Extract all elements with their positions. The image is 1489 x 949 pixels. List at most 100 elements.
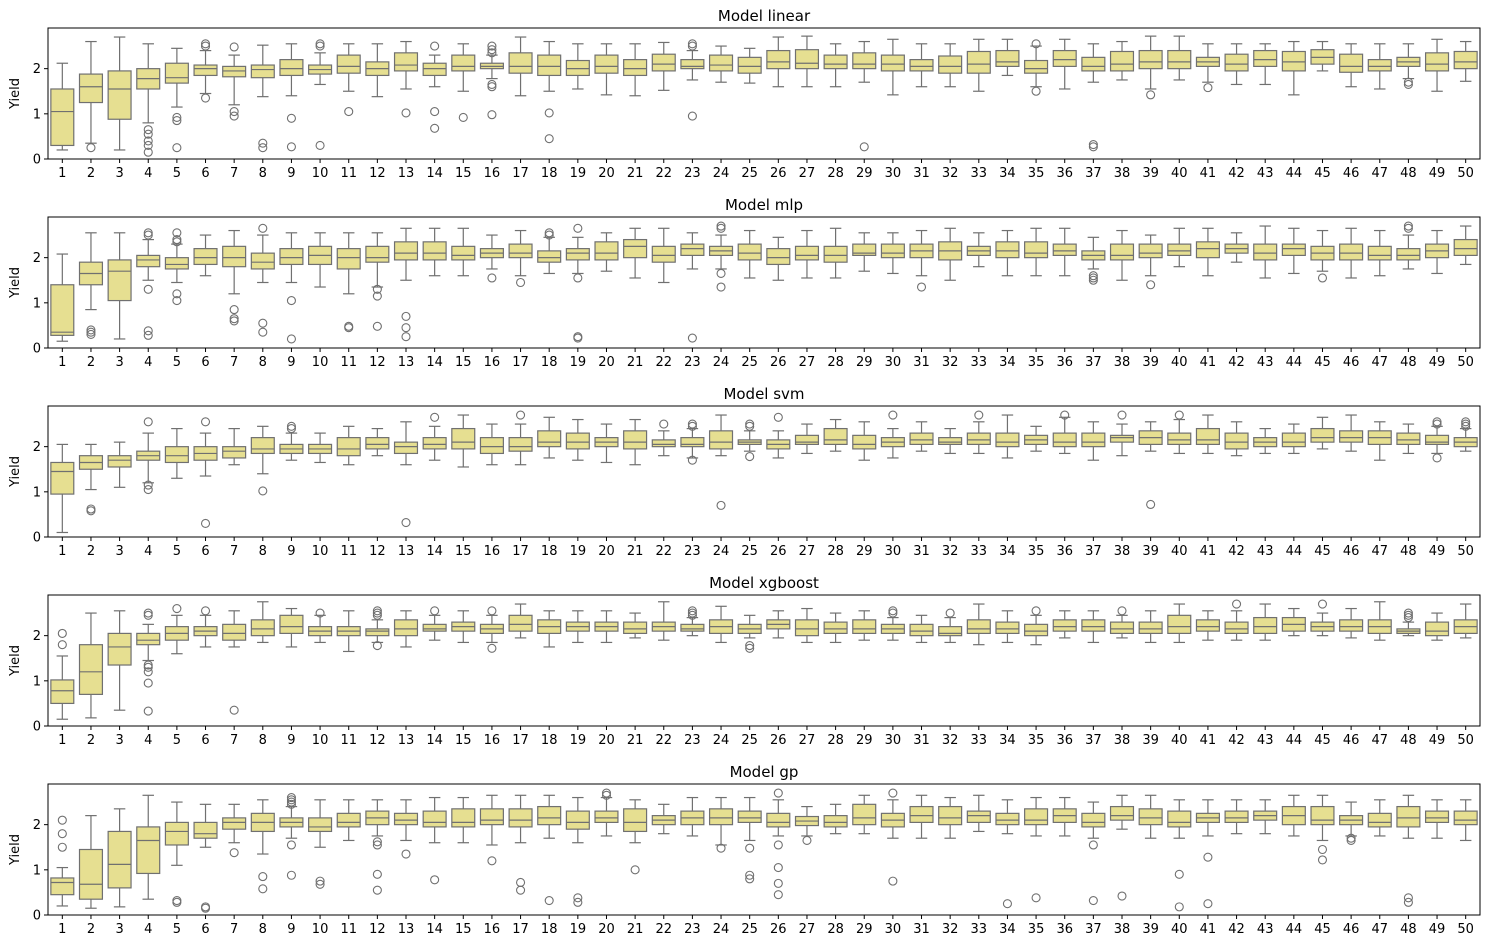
x-tick-label: 14 [426,166,443,181]
iqr-box [938,437,963,445]
x-tick-label: 44 [1286,166,1303,181]
box-29 [852,794,877,835]
x-tick-label: 12 [369,733,386,748]
iqr-box [852,803,877,826]
iqr-box [1167,810,1192,828]
outlier-point [1403,893,1413,903]
x-tick-label: 25 [741,922,758,937]
box-36 [1052,227,1077,277]
x-tick-label: 45 [1314,922,1331,937]
box-32 [938,227,963,281]
x-tick-label: 34 [999,355,1016,370]
iqr-box [708,54,734,72]
outlier-point [401,323,411,333]
y-tick-label: 1 [33,107,41,122]
y-tick-label: 1 [33,674,41,689]
iqr-box [222,623,247,641]
outlier-point [258,872,268,882]
outlier-point [200,41,211,51]
box-33 [966,232,991,268]
box-17 [508,794,533,895]
outlier-point [1117,606,1127,616]
outlier-point [687,41,697,51]
x-tick-label: 20 [598,544,615,559]
box-50 [1453,417,1478,452]
iqr-box [107,455,132,468]
x-tick-label: 38 [1114,544,1131,559]
box-19 [565,43,590,90]
x-tick-label: 13 [398,733,415,748]
outlier-point [315,608,325,618]
iqr-box [107,70,132,120]
outlier-point [1317,844,1328,855]
x-tick-label: 40 [1171,544,1188,559]
box-28 [823,43,848,88]
box-11 [336,232,361,333]
x-tick-label: 3 [115,355,123,370]
box-14 [422,412,447,461]
outlier-point [716,221,726,231]
iqr-box [794,49,820,70]
box-35 [1024,227,1049,277]
x-tick-label: 30 [885,166,902,181]
iqr-box [537,805,562,826]
box-19 [565,610,590,644]
box-13 [393,40,419,118]
iqr-box [1138,49,1163,70]
box-1 [50,815,75,907]
box-39 [1138,35,1163,100]
iqr-box [1396,248,1421,261]
box-16 [479,794,504,866]
y-axis-label: Yield [8,834,23,866]
outlier-point [1088,271,1098,281]
iqr-box [708,430,734,450]
box-28 [823,803,848,835]
box-50 [1453,603,1478,639]
x-tick-label: 46 [1343,355,1360,370]
outlier-point [372,641,382,651]
outlier-point [258,486,268,496]
box-13 [393,421,419,528]
x-tick-label: 2 [87,733,95,748]
box-40 [1167,603,1192,644]
x-tick-label: 18 [541,733,558,748]
subplot-title: Model xgboost [709,574,819,592]
x-tick-label: 42 [1228,922,1245,937]
box-4 [136,228,161,340]
iqr-box [1081,812,1106,828]
outlier-point [687,421,697,431]
outlier-point [57,815,67,825]
x-tick-label: 50 [1457,922,1474,937]
x-tick-label: 3 [115,733,123,748]
iqr-box [1453,810,1478,826]
outlier-point [401,108,411,118]
x-tick-label: 49 [1429,166,1446,181]
outlier-point [716,268,726,279]
outlier-point [401,849,411,859]
y-axis-label: Yield [8,645,23,677]
box-7 [222,610,247,715]
box-22 [651,227,676,284]
x-tick-label: 47 [1371,922,1388,937]
x-tick-label: 12 [369,922,386,937]
box-18 [537,40,562,144]
iqr-box [393,241,419,261]
outlier-point [1461,419,1471,429]
iqr-box [880,54,905,72]
box-48 [1396,43,1421,90]
outlier-point [745,421,755,431]
box-46 [1339,801,1364,846]
outlier-point [372,869,382,879]
iqr-box [1224,621,1249,634]
outlier-point [745,643,755,653]
iqr-box [479,437,504,455]
x-tick-label: 25 [741,733,758,748]
x-tick-label: 46 [1343,544,1360,559]
x-tick-label: 41 [1200,166,1217,181]
x-tick-label: 18 [541,544,558,559]
iqr-box [852,619,877,634]
outlier-point [888,608,898,618]
outlier-point [200,606,211,616]
iqr-box [1195,241,1220,259]
box-43 [1253,603,1278,641]
